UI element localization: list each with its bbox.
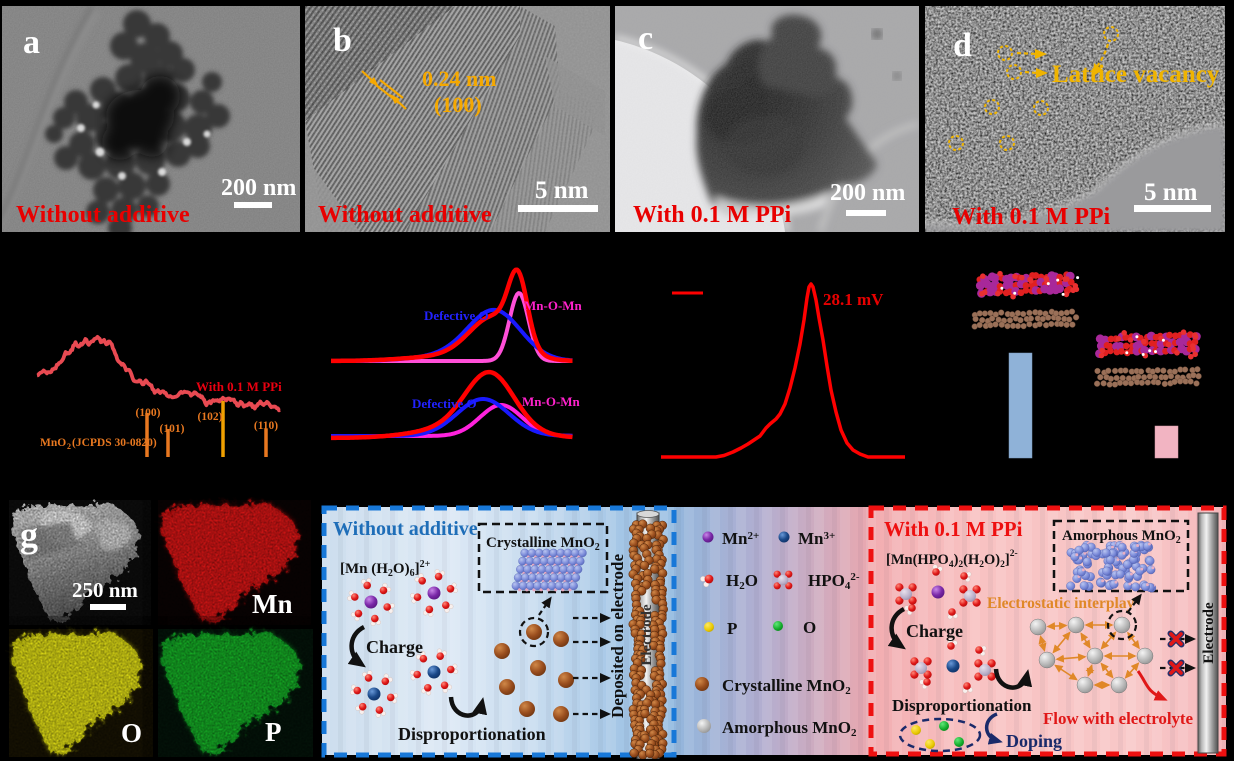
svg-text:Amorphous MnO2: Amorphous MnO2 xyxy=(1062,528,1181,546)
svg-text:Disproportionation: Disproportionation xyxy=(892,696,1032,715)
svg-text:Electrostatic interplay: Electrostatic interplay xyxy=(987,595,1135,612)
svg-text:Defective O: Defective O xyxy=(412,396,477,411)
svg-text:(JCPDS 30-0820): (JCPDS 30-0820) xyxy=(72,437,157,449)
svg-text:Amorphous MnO2: Amorphous MnO2 xyxy=(722,718,857,739)
svg-text:Charge: Charge xyxy=(906,621,963,641)
svg-text:[Mn(HPO4)2(H2O)2]2-: [Mn(HPO4)2(H2O)2]2- xyxy=(886,549,1018,570)
svg-text:Without additive: Without additive xyxy=(318,202,492,228)
svg-text:Crystalline MnO2: Crystalline MnO2 xyxy=(722,676,851,697)
svg-text:250 nm: 250 nm xyxy=(72,578,138,602)
svg-text:5 nm: 5 nm xyxy=(1144,179,1198,206)
svg-text:Disproportionation: Disproportionation xyxy=(398,724,546,744)
svg-text:Crystalline MnO2: Crystalline MnO2 xyxy=(486,535,600,553)
svg-text:Without additive: Without additive xyxy=(333,518,478,540)
svg-text:(100): (100) xyxy=(434,92,482,117)
svg-text:With 0.1 M PPi: With 0.1 M PPi xyxy=(633,202,792,228)
svg-text:Electrode: Electrode xyxy=(639,604,655,666)
svg-text:5 nm: 5 nm xyxy=(535,177,589,204)
svg-text:Deposited on electrode: Deposited on electrode xyxy=(608,554,627,718)
svg-text:c: c xyxy=(638,20,653,57)
svg-text:Mn: Mn xyxy=(252,589,293,619)
svg-text:P: P xyxy=(265,717,282,747)
svg-text:(102): (102) xyxy=(198,411,223,423)
svg-text:MnO: MnO xyxy=(40,437,66,449)
svg-text:With 0.1 M PPi: With 0.1 M PPi xyxy=(952,204,1111,230)
svg-text:[Mn (H2O)6]2+: [Mn (H2O)6]2+ xyxy=(340,559,431,579)
svg-text:Mn-O-Mn: Mn-O-Mn xyxy=(522,394,581,409)
svg-text:Defective O: Defective O xyxy=(424,308,489,323)
svg-text:With 0.1 M PPi: With 0.1 M PPi xyxy=(196,379,282,394)
svg-text:O: O xyxy=(121,718,142,748)
svg-text:(101): (101) xyxy=(160,423,185,435)
svg-text:Without additive: Without additive xyxy=(16,202,190,228)
svg-text:Lattice vacancy: Lattice vacancy xyxy=(1052,61,1220,88)
svg-text:Mn-O-Mn: Mn-O-Mn xyxy=(524,298,583,313)
svg-text:0.24 nm: 0.24 nm xyxy=(422,66,497,91)
svg-text:H2O: H2O xyxy=(726,571,758,592)
svg-text:2: 2 xyxy=(67,442,71,451)
svg-text:Doping: Doping xyxy=(1006,731,1062,751)
svg-text:28.1 mV: 28.1 mV xyxy=(823,290,884,309)
svg-text:(100): (100) xyxy=(136,407,161,419)
svg-text:b: b xyxy=(333,22,352,59)
svg-text:With 0.1 M PPi: With 0.1 M PPi xyxy=(884,517,1023,541)
svg-text:g: g xyxy=(20,515,38,555)
svg-text:d: d xyxy=(953,27,972,64)
svg-text:a: a xyxy=(23,24,40,61)
svg-text:200 nm: 200 nm xyxy=(221,175,296,201)
svg-text:Charge: Charge xyxy=(366,637,423,657)
svg-text:Flow with electrolyte: Flow with electrolyte xyxy=(1043,709,1193,728)
svg-text:P: P xyxy=(727,619,737,638)
svg-text:200 nm: 200 nm xyxy=(830,180,905,206)
svg-text:Electrode: Electrode xyxy=(1201,602,1217,664)
svg-text:O: O xyxy=(803,618,816,637)
svg-text:(110): (110) xyxy=(254,420,278,432)
